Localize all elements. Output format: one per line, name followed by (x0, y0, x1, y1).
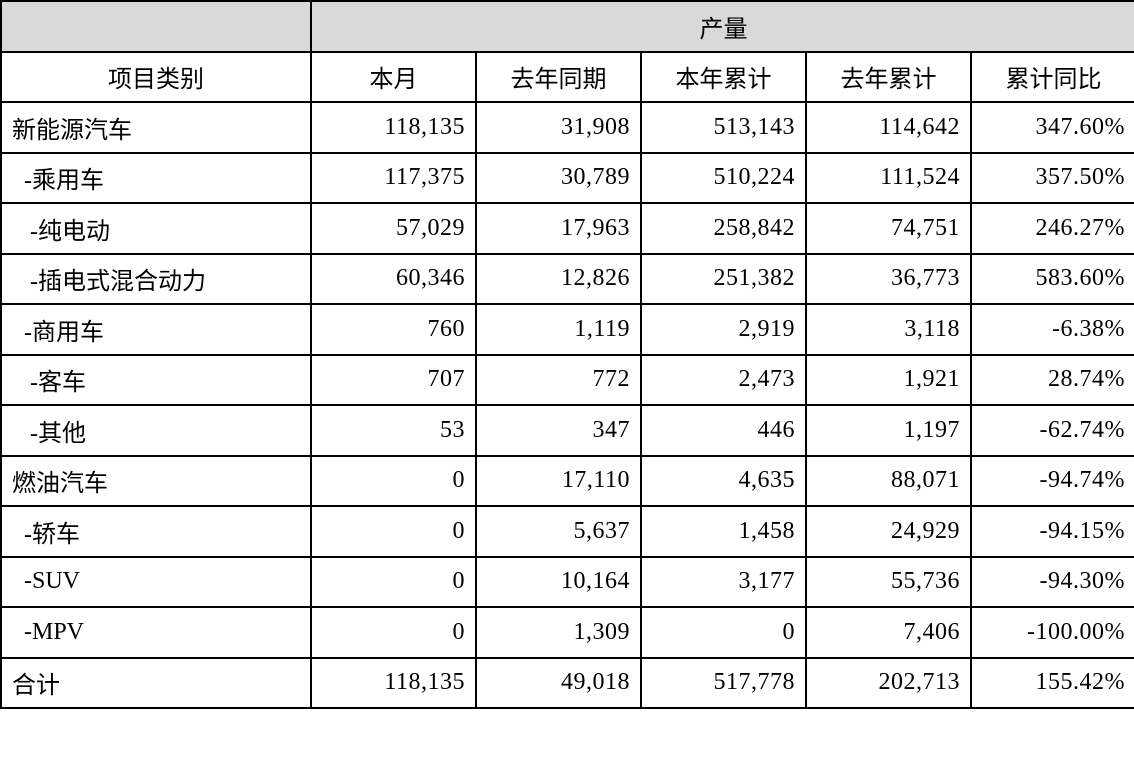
cell-value: 760 (311, 304, 476, 355)
cell-value: 55,736 (806, 557, 971, 608)
header-this-month: 本月 (311, 52, 476, 103)
row-label: -乘用车 (1, 153, 311, 204)
table-row: -乘用车 117,375 30,789 510,224 111,524 357.… (1, 153, 1134, 204)
cell-value: 0 (311, 456, 476, 507)
header-ytd: 本年累计 (641, 52, 806, 103)
row-label: 合计 (1, 658, 311, 709)
cell-value: 17,110 (476, 456, 641, 507)
row-label: -插电式混合动力 (1, 254, 311, 305)
table-row: -纯电动 57,029 17,963 258,842 74,751 246.27… (1, 203, 1134, 254)
cell-value: -94.15% (971, 506, 1134, 557)
production-table: 产量 项目类别 本月 去年同期 本年累计 去年累计 累计同比 新能源汽车 118… (0, 0, 1134, 709)
table-row: 合计 118,135 49,018 517,778 202,713 155.42… (1, 658, 1134, 709)
cell-value: 74,751 (806, 203, 971, 254)
row-label: -SUV (1, 557, 311, 608)
cell-value: 772 (476, 355, 641, 406)
row-label: -其他 (1, 405, 311, 456)
cell-value: 60,346 (311, 254, 476, 305)
cell-value: 30,789 (476, 153, 641, 204)
header-last-ytd: 去年累计 (806, 52, 971, 103)
table-row: -轿车 0 5,637 1,458 24,929 -94.15% (1, 506, 1134, 557)
cell-value: 88,071 (806, 456, 971, 507)
table-header-row-1: 产量 (1, 1, 1134, 52)
cell-value: 118,135 (311, 102, 476, 153)
table-row: -SUV 0 10,164 3,177 55,736 -94.30% (1, 557, 1134, 608)
cell-value: 12,826 (476, 254, 641, 305)
cell-value: 5,637 (476, 506, 641, 557)
row-label: -商用车 (1, 304, 311, 355)
cell-value: 118,135 (311, 658, 476, 709)
header-yoy: 累计同比 (971, 52, 1134, 103)
cell-value: 28.74% (971, 355, 1134, 406)
cell-value: 258,842 (641, 203, 806, 254)
table-body: 新能源汽车 118,135 31,908 513,143 114,642 347… (1, 102, 1134, 708)
cell-value: 347 (476, 405, 641, 456)
table-row: -插电式混合动力 60,346 12,826 251,382 36,773 58… (1, 254, 1134, 305)
cell-value: 31,908 (476, 102, 641, 153)
cell-value: 0 (311, 607, 476, 658)
cell-value: -94.30% (971, 557, 1134, 608)
cell-value: 1,458 (641, 506, 806, 557)
cell-value: 17,963 (476, 203, 641, 254)
header-blank-corner (1, 1, 311, 52)
cell-value: 0 (311, 506, 476, 557)
cell-value: 1,921 (806, 355, 971, 406)
cell-value: 446 (641, 405, 806, 456)
cell-value: 4,635 (641, 456, 806, 507)
cell-value: 57,029 (311, 203, 476, 254)
table-row: 新能源汽车 118,135 31,908 513,143 114,642 347… (1, 102, 1134, 153)
cell-value: 3,118 (806, 304, 971, 355)
cell-value: 10,164 (476, 557, 641, 608)
cell-value: 0 (311, 557, 476, 608)
cell-value: 707 (311, 355, 476, 406)
production-table-container: 产量 项目类别 本月 去年同期 本年累计 去年累计 累计同比 新能源汽车 118… (0, 0, 1134, 709)
cell-value: 0 (641, 607, 806, 658)
cell-value: 517,778 (641, 658, 806, 709)
cell-value: -100.00% (971, 607, 1134, 658)
cell-value: 510,224 (641, 153, 806, 204)
table-row: -商用车 760 1,119 2,919 3,118 -6.38% (1, 304, 1134, 355)
table-row: -其他 53 347 446 1,197 -62.74% (1, 405, 1134, 456)
cell-value: 513,143 (641, 102, 806, 153)
cell-value: 2,919 (641, 304, 806, 355)
header-category: 项目类别 (1, 52, 311, 103)
row-label: -轿车 (1, 506, 311, 557)
cell-value: 53 (311, 405, 476, 456)
table-row: 燃油汽车 0 17,110 4,635 88,071 -94.74% (1, 456, 1134, 507)
cell-value: 117,375 (311, 153, 476, 204)
row-label: -客车 (1, 355, 311, 406)
cell-value: 1,309 (476, 607, 641, 658)
cell-value: 347.60% (971, 102, 1134, 153)
cell-value: 1,119 (476, 304, 641, 355)
cell-value: 7,406 (806, 607, 971, 658)
cell-value: 1,197 (806, 405, 971, 456)
row-label: -MPV (1, 607, 311, 658)
table-header-row-2: 项目类别 本月 去年同期 本年累计 去年累计 累计同比 (1, 52, 1134, 103)
table-row: -客车 707 772 2,473 1,921 28.74% (1, 355, 1134, 406)
cell-value: 2,473 (641, 355, 806, 406)
cell-value: 202,713 (806, 658, 971, 709)
cell-value: 155.42% (971, 658, 1134, 709)
header-group-production: 产量 (311, 1, 1134, 52)
header-last-year-same: 去年同期 (476, 52, 641, 103)
cell-value: -6.38% (971, 304, 1134, 355)
cell-value: 111,524 (806, 153, 971, 204)
row-label: 新能源汽车 (1, 102, 311, 153)
cell-value: 114,642 (806, 102, 971, 153)
cell-value: 36,773 (806, 254, 971, 305)
row-label: -纯电动 (1, 203, 311, 254)
cell-value: -62.74% (971, 405, 1134, 456)
cell-value: 3,177 (641, 557, 806, 608)
cell-value: 49,018 (476, 658, 641, 709)
cell-value: 246.27% (971, 203, 1134, 254)
table-row: -MPV 0 1,309 0 7,406 -100.00% (1, 607, 1134, 658)
cell-value: 583.60% (971, 254, 1134, 305)
cell-value: 251,382 (641, 254, 806, 305)
row-label: 燃油汽车 (1, 456, 311, 507)
cell-value: 357.50% (971, 153, 1134, 204)
cell-value: 24,929 (806, 506, 971, 557)
cell-value: -94.74% (971, 456, 1134, 507)
